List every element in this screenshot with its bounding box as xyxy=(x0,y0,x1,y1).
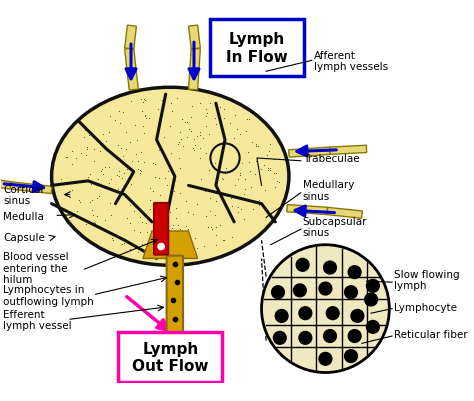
Circle shape xyxy=(326,307,339,320)
Circle shape xyxy=(272,286,284,299)
Circle shape xyxy=(366,280,379,292)
Text: Lymphocytes in
outflowing lymph: Lymphocytes in outflowing lymph xyxy=(3,284,94,306)
Circle shape xyxy=(345,286,357,299)
Polygon shape xyxy=(189,49,201,91)
Circle shape xyxy=(324,330,337,342)
FancyBboxPatch shape xyxy=(118,332,222,382)
Polygon shape xyxy=(189,26,201,50)
Polygon shape xyxy=(330,146,367,155)
Circle shape xyxy=(275,310,288,322)
Text: Trabeculae: Trabeculae xyxy=(302,154,359,164)
Circle shape xyxy=(348,266,361,279)
Circle shape xyxy=(324,261,337,274)
Text: Efferent
lymph vessel: Efferent lymph vessel xyxy=(3,309,72,330)
Circle shape xyxy=(296,259,309,271)
Text: Lymphocyte: Lymphocyte xyxy=(394,302,457,312)
Text: Lymph
In Flow: Lymph In Flow xyxy=(226,32,288,65)
Text: Medullary
sinus: Medullary sinus xyxy=(302,180,354,201)
FancyBboxPatch shape xyxy=(210,20,304,77)
Polygon shape xyxy=(143,231,198,259)
Circle shape xyxy=(319,282,332,295)
Text: Afferent
lymph vessels: Afferent lymph vessels xyxy=(314,51,388,72)
Text: Blood vessel
entering the
hilum: Blood vessel entering the hilum xyxy=(3,251,69,284)
Circle shape xyxy=(299,307,312,320)
Polygon shape xyxy=(327,208,362,219)
Text: Lymph
Out Flow: Lymph Out Flow xyxy=(132,341,209,373)
Circle shape xyxy=(366,321,379,334)
Text: Slow flowing
lymph: Slow flowing lymph xyxy=(394,269,459,290)
Circle shape xyxy=(262,245,389,373)
Circle shape xyxy=(156,242,166,251)
Text: Medulla: Medulla xyxy=(3,211,44,221)
Polygon shape xyxy=(125,49,138,91)
Polygon shape xyxy=(125,26,137,50)
Circle shape xyxy=(299,332,312,344)
Circle shape xyxy=(273,332,286,344)
Text: Cortical
sinus: Cortical sinus xyxy=(3,184,44,206)
Text: Reticular fiber: Reticular fiber xyxy=(394,329,467,339)
Circle shape xyxy=(365,294,377,306)
FancyBboxPatch shape xyxy=(154,203,168,255)
Circle shape xyxy=(319,352,332,365)
Circle shape xyxy=(348,330,361,342)
Circle shape xyxy=(293,284,306,297)
Polygon shape xyxy=(0,178,11,190)
Ellipse shape xyxy=(52,88,289,265)
Text: Subcapsular
sinus: Subcapsular sinus xyxy=(302,216,367,238)
Polygon shape xyxy=(289,148,330,158)
Text: Capsule: Capsule xyxy=(3,233,45,243)
Circle shape xyxy=(345,350,357,363)
Polygon shape xyxy=(10,182,52,194)
FancyBboxPatch shape xyxy=(166,256,183,369)
Circle shape xyxy=(351,310,364,322)
Polygon shape xyxy=(287,205,328,215)
